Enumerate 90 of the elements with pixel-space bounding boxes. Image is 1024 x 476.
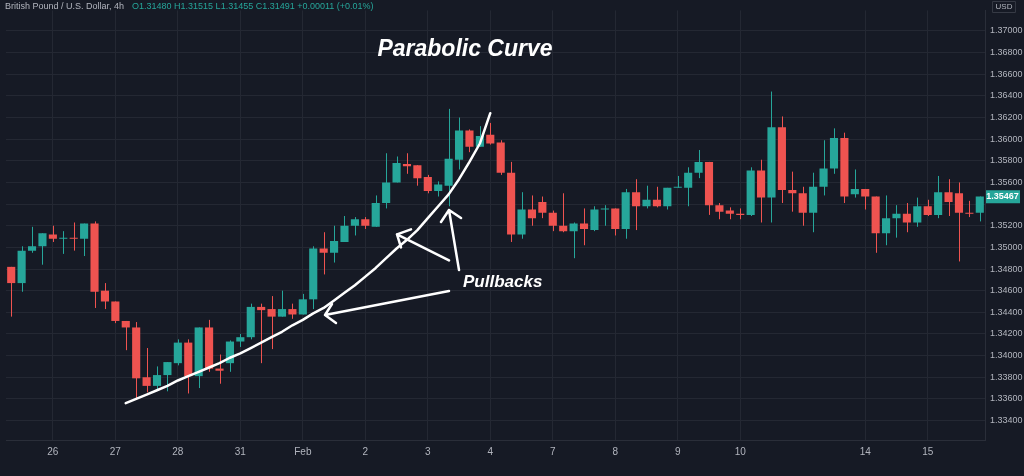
y-tick-label: 1.35800 bbox=[990, 155, 1023, 166]
x-tick-label: 27 bbox=[109, 445, 122, 457]
y-tick-label: 1.36200 bbox=[990, 112, 1023, 123]
candlestick bbox=[590, 205, 599, 232]
candlestick bbox=[392, 155, 401, 183]
x-tick-label: 31 bbox=[234, 445, 247, 457]
candlestick bbox=[694, 149, 703, 179]
text: USD bbox=[995, 2, 1013, 12]
x-tick-label: 3 bbox=[425, 445, 432, 457]
candlestick bbox=[913, 197, 922, 228]
chart-subtitle: British Pound / U.S. Dollar, 4h bbox=[5, 1, 125, 12]
candlestick bbox=[465, 128, 474, 153]
x-tick-label: 9 bbox=[674, 445, 681, 457]
y-tick-label: 1.36800 bbox=[990, 47, 1023, 58]
candlestick bbox=[340, 215, 349, 243]
candlestick bbox=[319, 231, 328, 275]
candlestick bbox=[944, 178, 953, 217]
y-tick-label: 1.36600 bbox=[990, 68, 1023, 79]
candlestick bbox=[38, 232, 47, 266]
candlestick bbox=[579, 207, 589, 246]
candlestick bbox=[975, 196, 984, 222]
candlestick bbox=[121, 320, 130, 351]
x-tick-label: 14 bbox=[859, 445, 872, 457]
candlestick bbox=[611, 207, 620, 236]
candlestick bbox=[152, 365, 162, 390]
candlestick bbox=[173, 338, 182, 366]
candlestick bbox=[798, 186, 807, 227]
candlestick bbox=[850, 168, 859, 199]
y-tick-label: 1.34800 bbox=[990, 263, 1023, 274]
candlestick bbox=[569, 222, 578, 259]
candlestick bbox=[350, 216, 359, 236]
y-tick-label: 1.33800 bbox=[990, 371, 1023, 382]
y-tick-label: 1.34200 bbox=[990, 328, 1023, 339]
x-tick-label: 7 bbox=[550, 445, 556, 457]
annotation: Pullbacks bbox=[463, 271, 543, 291]
candlestick bbox=[423, 174, 432, 194]
candlestick bbox=[330, 225, 339, 264]
candlestick bbox=[819, 139, 828, 196]
x-tick-label: 26 bbox=[47, 445, 59, 457]
x-tick-label: 2 bbox=[362, 445, 369, 457]
candlestick bbox=[548, 210, 557, 232]
candlestick bbox=[80, 223, 89, 257]
candlestick bbox=[215, 354, 224, 385]
annotation: 1.35467 bbox=[986, 191, 1019, 202]
candlestick bbox=[267, 295, 276, 350]
y-tick-label: 1.33400 bbox=[990, 415, 1023, 426]
y-tick-label: 1.34000 bbox=[990, 350, 1023, 361]
candlestick bbox=[371, 194, 380, 228]
candlestick bbox=[892, 204, 901, 239]
y-tick-label: 1.36000 bbox=[990, 133, 1023, 144]
y-tick-label: 1.37000 bbox=[990, 25, 1023, 36]
text: Parabolic Curve bbox=[377, 35, 553, 62]
candlestick bbox=[652, 186, 661, 208]
y-tick-label: 1.33600 bbox=[990, 393, 1023, 404]
candlestick bbox=[100, 282, 109, 310]
x-tick-label: 28 bbox=[172, 445, 184, 457]
y-tick-label: 1.34600 bbox=[990, 285, 1023, 296]
candlestick bbox=[486, 122, 495, 146]
x-tick-label: 4 bbox=[487, 445, 494, 457]
candlestick bbox=[632, 178, 641, 231]
candlestick bbox=[163, 361, 172, 392]
candlestick bbox=[642, 185, 651, 209]
candlestick bbox=[538, 196, 547, 219]
candlestick bbox=[788, 171, 797, 213]
y-tick-label: 1.35000 bbox=[990, 241, 1023, 252]
candlestick bbox=[7, 266, 16, 318]
y-tick-label: 1.34400 bbox=[990, 306, 1023, 317]
candlestick bbox=[277, 290, 287, 318]
candlestick bbox=[257, 303, 266, 364]
candlestick bbox=[902, 202, 911, 233]
annotation: O1.31480 H1.31515 L1.31455 C1.31491 +0.00011 (+0.01%) bbox=[132, 1, 374, 12]
candlestick bbox=[527, 194, 537, 227]
candlestick bbox=[382, 152, 391, 209]
candlestick bbox=[111, 300, 120, 324]
y-tick-label: 1.35600 bbox=[990, 176, 1023, 187]
candlestick bbox=[142, 347, 151, 393]
candlestick bbox=[413, 164, 422, 187]
candlestick bbox=[934, 175, 943, 219]
x-tick-label: 10 bbox=[734, 445, 747, 457]
y-tick-label: 1.35200 bbox=[990, 220, 1023, 231]
candlestick bbox=[882, 194, 891, 246]
y-tick-label: 1.36400 bbox=[990, 90, 1023, 101]
x-tick-label: Feb bbox=[294, 445, 312, 457]
candlestick bbox=[954, 181, 964, 262]
candlestick bbox=[27, 226, 37, 254]
candlestick bbox=[600, 204, 609, 227]
x-tick-label: 15 bbox=[922, 445, 934, 457]
candlestick bbox=[684, 166, 693, 207]
candlestick bbox=[559, 192, 568, 233]
x-tick-label: 8 bbox=[612, 445, 619, 457]
